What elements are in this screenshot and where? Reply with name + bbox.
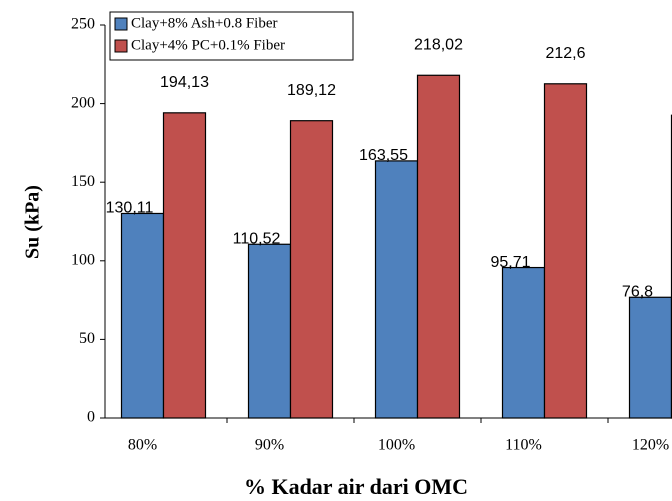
x-tick-label: 80%	[128, 437, 157, 454]
bar	[501, 266, 546, 419]
bar	[162, 112, 207, 419]
y-tick-label: 0	[87, 409, 95, 426]
bar	[120, 212, 165, 419]
data-label: 163,55	[359, 147, 408, 164]
y-tick-label: 250	[71, 16, 95, 33]
legend-label: Clay+4% PC+0.1% Fiber	[131, 37, 285, 53]
y-tick-label: 100	[71, 251, 95, 268]
x-tick-label: 90%	[255, 437, 284, 454]
x-tick-label: 110%	[505, 437, 542, 454]
y-tick-label: 50	[79, 330, 95, 347]
bar	[628, 296, 672, 419]
legend-swatch	[114, 39, 128, 53]
x-tick-label: 100%	[378, 437, 415, 454]
data-label: 95,71	[490, 254, 530, 271]
data-label: 212,6	[545, 45, 585, 62]
data-label: 130,11	[106, 200, 154, 217]
y-axis-label: Su (kPa)	[22, 185, 44, 259]
legend-label: Clay+8% Ash+0.8 Fiber	[131, 15, 278, 31]
bar	[543, 83, 588, 419]
legend-box	[109, 11, 354, 61]
bar	[247, 243, 292, 419]
data-label: 110,52	[233, 230, 281, 247]
data-label: 218,02	[414, 36, 463, 53]
data-label: 76,8	[622, 283, 653, 300]
legend-swatch	[114, 17, 128, 31]
x-tick-label: 120%	[632, 437, 669, 454]
bar	[374, 160, 419, 419]
x-axis-label: % Kadar air dari OMC	[244, 474, 468, 499]
data-label: 194,13	[160, 74, 209, 91]
y-tick-label: 200	[71, 94, 95, 111]
bar	[416, 74, 461, 419]
bar	[289, 120, 334, 419]
y-tick-label: 150	[71, 173, 95, 190]
data-label: 189,12	[287, 82, 336, 99]
